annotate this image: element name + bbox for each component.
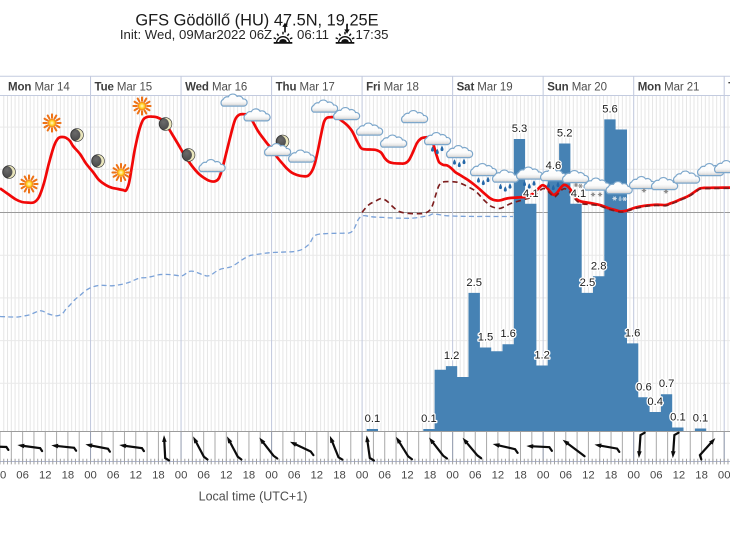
svg-text:Sun Mar 20: Sun Mar 20 — [547, 82, 607, 94]
svg-text:12: 12 — [130, 470, 143, 482]
svg-text:Local time (UTC+1): Local time (UTC+1) — [199, 490, 308, 504]
svg-text:18: 18 — [424, 470, 437, 482]
svg-text:18: 18 — [243, 470, 256, 482]
svg-text:Fri Mar 18: Fri Mar 18 — [366, 82, 419, 94]
svg-text:2.8: 2.8 — [591, 260, 607, 272]
svg-text:00: 00 — [356, 470, 369, 482]
svg-text:4.1: 4.1 — [571, 188, 587, 200]
svg-text:5.2: 5.2 — [557, 128, 573, 140]
svg-text:00: 00 — [537, 470, 550, 482]
svg-text:1.2: 1.2 — [534, 350, 550, 362]
svg-text:06: 06 — [650, 470, 663, 482]
svg-text:Tue Mar 22: Tue Mar 22 — [728, 82, 730, 94]
svg-text:18: 18 — [152, 470, 165, 482]
svg-text:06: 06 — [16, 470, 29, 482]
svg-text:00: 00 — [84, 470, 97, 482]
svg-text:00: 00 — [0, 470, 6, 482]
svg-text:GFS Gödöllő (HU) 47.5N, 19.25E: GFS Gödöllő (HU) 47.5N, 19.25E — [135, 12, 378, 30]
svg-text:0.7: 0.7 — [659, 378, 675, 390]
svg-text:4.6: 4.6 — [546, 160, 562, 172]
svg-text:12: 12 — [401, 470, 414, 482]
svg-text:06: 06 — [469, 470, 482, 482]
svg-text:12: 12 — [311, 470, 324, 482]
svg-text:Wed Mar 16: Wed Mar 16 — [185, 82, 247, 94]
svg-text:1.2: 1.2 — [444, 350, 460, 362]
svg-text:1.5: 1.5 — [478, 332, 494, 344]
svg-text:Sat Mar 19: Sat Mar 19 — [457, 82, 513, 94]
svg-text:00: 00 — [718, 470, 730, 482]
svg-text:0.4: 0.4 — [647, 396, 663, 408]
svg-text:2.5: 2.5 — [466, 277, 482, 289]
svg-text:18: 18 — [62, 470, 75, 482]
svg-text:18: 18 — [333, 470, 346, 482]
svg-text:0.1: 0.1 — [693, 413, 709, 425]
svg-text:00: 00 — [446, 470, 459, 482]
svg-text:12: 12 — [492, 470, 505, 482]
svg-text:5.6: 5.6 — [602, 103, 618, 115]
svg-text:Mon Mar 14: Mon Mar 14 — [8, 82, 70, 94]
svg-text:06: 06 — [197, 470, 210, 482]
svg-text:00: 00 — [627, 470, 640, 482]
svg-text:18: 18 — [514, 470, 527, 482]
svg-text:18: 18 — [605, 470, 618, 482]
svg-text:12: 12 — [39, 470, 52, 482]
svg-text:2.5: 2.5 — [580, 277, 596, 289]
svg-text:06: 06 — [107, 470, 120, 482]
svg-text:18: 18 — [695, 470, 708, 482]
svg-text:06: 06 — [288, 470, 301, 482]
svg-text:06: 06 — [560, 470, 573, 482]
svg-text:0.1: 0.1 — [421, 413, 437, 425]
svg-text:1.6: 1.6 — [625, 327, 641, 339]
svg-text:0.1: 0.1 — [365, 413, 381, 425]
svg-text:Tue Mar 15: Tue Mar 15 — [95, 82, 153, 94]
svg-text:06: 06 — [378, 470, 391, 482]
svg-text:12: 12 — [673, 470, 686, 482]
svg-text:12: 12 — [582, 470, 595, 482]
svg-text:00: 00 — [265, 470, 278, 482]
svg-text:12: 12 — [220, 470, 233, 482]
svg-text:5.3: 5.3 — [512, 123, 528, 135]
svg-text:0.6: 0.6 — [636, 381, 652, 393]
svg-text:00: 00 — [175, 470, 188, 482]
svg-text:Thu Mar 17: Thu Mar 17 — [276, 82, 335, 94]
svg-text:4.1: 4.1 — [523, 188, 539, 200]
svg-text:Mon Mar 21: Mon Mar 21 — [638, 82, 700, 94]
svg-text:1.6: 1.6 — [500, 328, 516, 340]
svg-text:0.1: 0.1 — [670, 412, 686, 424]
